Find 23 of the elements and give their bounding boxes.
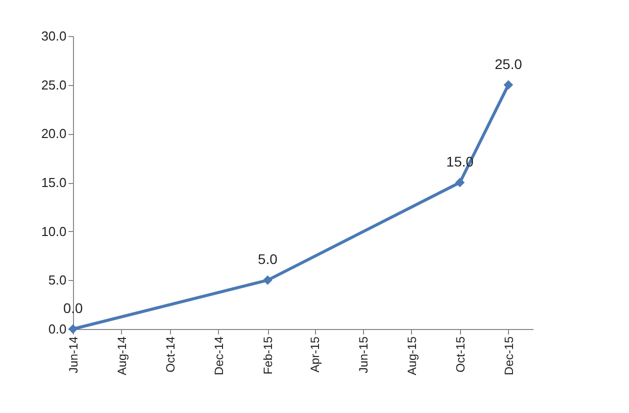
x-tick-label: Apr-15 bbox=[308, 336, 322, 373]
x-tick-label: Jun-14 bbox=[66, 336, 80, 374]
y-tick-label: 30.0 bbox=[41, 28, 66, 44]
x-tick-label: Dec-14 bbox=[212, 336, 226, 376]
y-tick-label: 15.0 bbox=[41, 175, 66, 190]
y-tick-label: 25.0 bbox=[41, 77, 66, 92]
y-tick-label: 0.0 bbox=[48, 322, 66, 336]
x-tick-label: Aug-14 bbox=[114, 336, 129, 376]
y-tick-label: 10.0 bbox=[41, 224, 66, 239]
data-label: 5.0 bbox=[258, 251, 278, 268]
point bbox=[455, 178, 465, 188]
y-tick-label: 5.0 bbox=[48, 272, 66, 288]
x-tick-label: Dec-15 bbox=[502, 336, 516, 376]
x-tick-label: Aug-15 bbox=[404, 336, 419, 376]
point bbox=[262, 275, 272, 285]
x-tick-label: Jun-15 bbox=[356, 336, 370, 374]
x-tick-label: Oct-14 bbox=[163, 336, 178, 373]
data-label: 0.0 bbox=[63, 300, 83, 316]
x-tick-label: Feb-15 bbox=[261, 336, 276, 375]
data-label: 25.0 bbox=[494, 56, 522, 72]
x-tick-label: Oct-15 bbox=[453, 336, 468, 373]
point bbox=[504, 80, 514, 90]
y-tick-label: 20.0 bbox=[41, 126, 66, 142]
